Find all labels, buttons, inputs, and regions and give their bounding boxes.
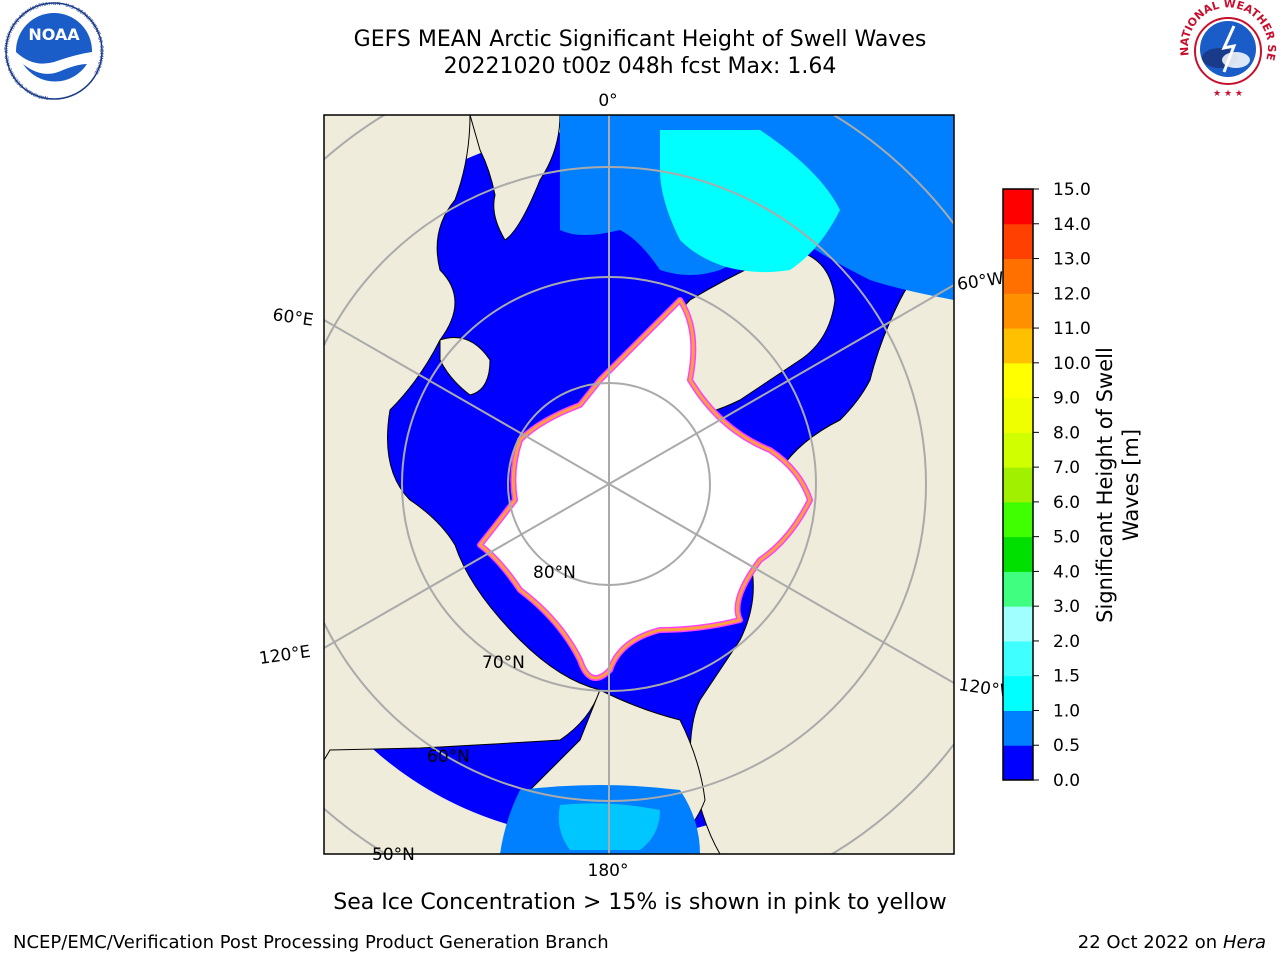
chart-title: GEFS MEAN Arctic Significant Height of S…: [353, 27, 927, 52]
colorbar-tick-label: 3.0: [1053, 597, 1080, 617]
colorbar-band: [1003, 675, 1033, 711]
footer-date-text: 22 Oct 2022 on: [1077, 932, 1223, 953]
graticule: [324, 115, 954, 854]
land-scandinavia: [469, 115, 561, 241]
colorbar-label-line2: Waves [m]: [1119, 429, 1143, 541]
label-parallel-50n: 50°N: [372, 845, 415, 865]
colorbar-tick-label: 11.0: [1053, 319, 1091, 339]
land-siberia: [324, 115, 601, 761]
colorbar-tick-label: 14.0: [1053, 215, 1091, 235]
colorbar-band: [1003, 362, 1033, 399]
colorbar-tick-label: 9.0: [1053, 389, 1080, 409]
land-svalbard: [439, 337, 491, 396]
colorbar-tick-label: 13.0: [1053, 250, 1091, 270]
label-parallel-70n: 70°N: [482, 653, 525, 673]
colorbar-band: [1003, 258, 1033, 294]
colorbar-tick-label: 1.0: [1053, 701, 1080, 721]
colorbar-band: [1003, 640, 1033, 677]
colorbar-band: [1003, 745, 1033, 781]
colorbar-tick-label: 7.0: [1053, 458, 1080, 478]
nws-logo: NATIONAL WEATHER SERVICE ★ ★ ★: [1176, 0, 1278, 99]
colorbar-band: [1003, 432, 1033, 468]
colorbar-tick-label: 1.5: [1053, 667, 1080, 687]
colorbar-tick-label: 2.0: [1053, 632, 1080, 652]
label-meridian-60e: 60°E: [271, 305, 314, 330]
colorbar-label-line1: Significant Height of Swell: [1093, 347, 1117, 623]
label-parallel-60n: 60°N: [427, 747, 470, 767]
colorbar-tick-label: 6.0: [1053, 493, 1080, 513]
meridian-120e: [324, 483, 610, 649]
map-area: [324, 115, 954, 854]
svg-text:★ ★ ★: ★ ★ ★: [1213, 89, 1243, 99]
meridian-60e: [324, 319, 610, 485]
colorbar-tick-label: 0.0: [1053, 771, 1080, 791]
colorbar-tick-label: 5.0: [1053, 528, 1080, 548]
colorbar: 0.0 0.5 1.0 1.5 2.0 3.0 4.0 5.0 6.0 7.0 8.0 9.0 10.0…: [1002, 180, 1091, 791]
footer-date: 22 Oct 2022 on Hera: [1078, 932, 1266, 953]
footer-credit: NCEP/EMC/Verification Post Processing Pr…: [13, 932, 609, 953]
colorbar-band: [1003, 606, 1033, 642]
meridian-60w: [608, 284, 954, 485]
colorbar-band: [1003, 501, 1033, 538]
colorbar-band: [1003, 467, 1033, 503]
colorbar-band: [1003, 397, 1033, 433]
meridian-120w: [608, 483, 954, 684]
colorbar-band: [1003, 293, 1033, 329]
colorbar-border: [1002, 188, 1034, 781]
colorbar-band: [1003, 223, 1033, 260]
noaa-logo-text: NOAA: [28, 25, 80, 44]
colorbar-tick-label: 10.0: [1053, 354, 1091, 374]
colorbar-band: [1003, 189, 1033, 225]
chart-subtitle: 20221020 t00z 048h fcst Max: 1.64: [443, 54, 837, 79]
noaa-logo: NOAA NATIONAL OCEANIC AND ATMOSPHERIC AD…: [4, 2, 104, 101]
ice-caption: Sea Ice Concentration > 15% is shown in …: [333, 890, 947, 915]
svg-text:Significant Height of SwellWav: Significant Height of SwellWaves [m]: [1093, 347, 1143, 623]
colorbar-band: [1003, 571, 1033, 607]
colorbar-band: [1003, 328, 1033, 364]
label-meridian-180: 180°: [588, 861, 629, 881]
colorbar-band: [1003, 536, 1033, 572]
label-meridian-120e: 120°E: [258, 642, 312, 669]
colorbar-band: [1003, 710, 1033, 746]
colorbar-tick-label: 15.0: [1053, 180, 1091, 200]
colorbar-tick-label: 12.0: [1053, 284, 1091, 304]
colorbar-tick-label: 4.0: [1053, 562, 1080, 582]
colorbar-tick-label: 8.0: [1053, 423, 1080, 443]
footer-host: Hera: [1222, 932, 1266, 953]
sea-ice-edge-orange: [478, 298, 812, 680]
map-border: [323, 114, 955, 855]
colorbar-tick-label: 0.5: [1053, 736, 1080, 756]
label-parallel-80n: 80°N: [533, 563, 576, 583]
label-meridian-0: 0°: [598, 91, 617, 111]
label-meridian-60w: 60°W: [956, 269, 1005, 295]
